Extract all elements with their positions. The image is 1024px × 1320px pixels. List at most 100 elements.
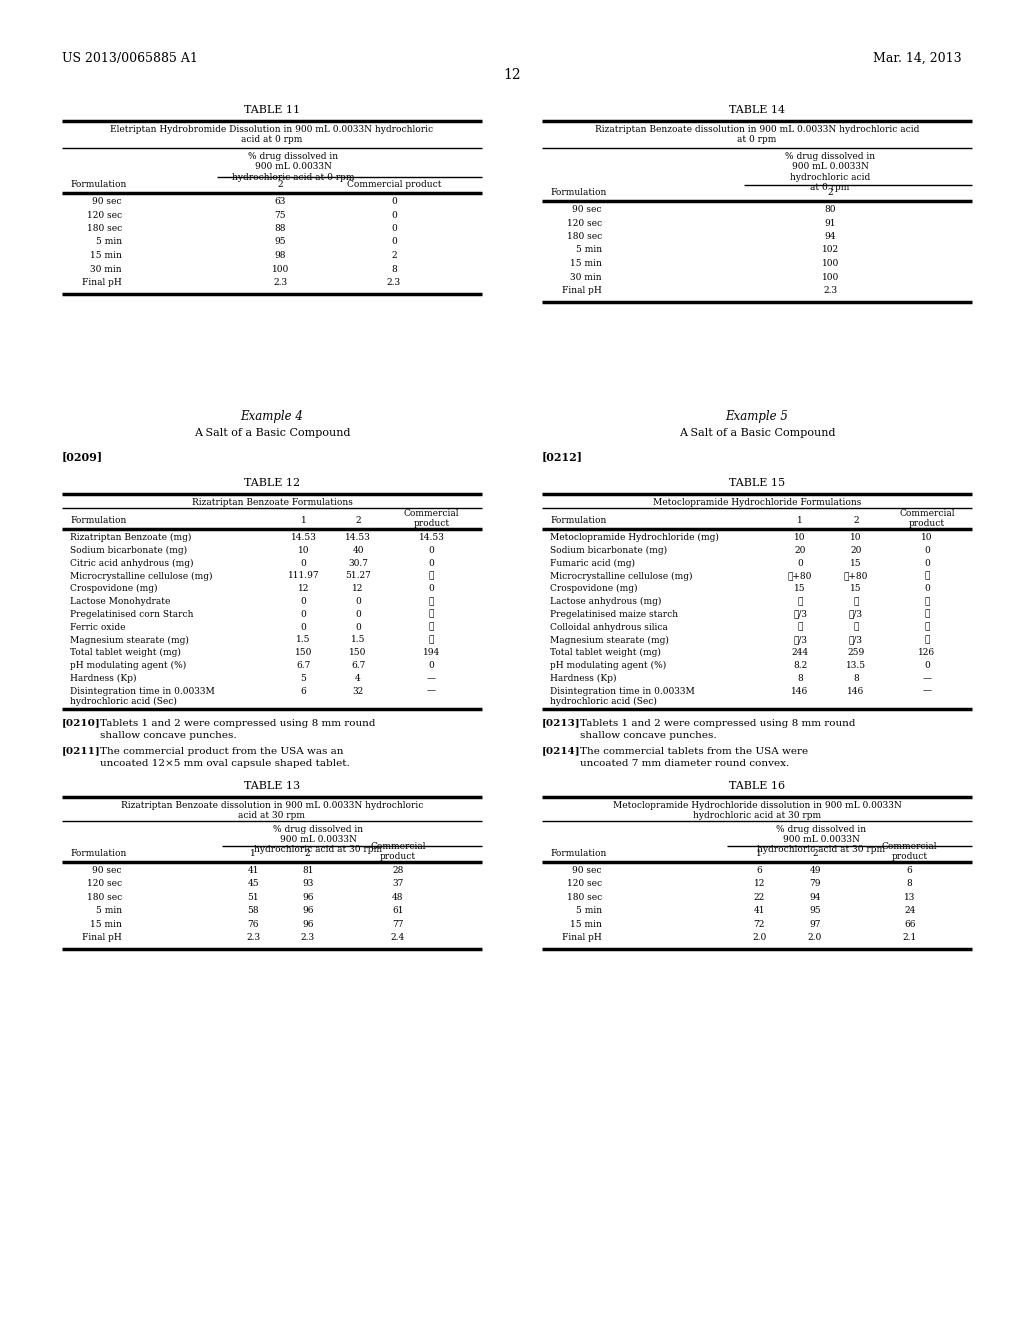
- Text: 10: 10: [850, 533, 861, 543]
- Text: Magnesium stearate (mg): Magnesium stearate (mg): [550, 635, 669, 644]
- Text: 6: 6: [301, 686, 306, 696]
- Text: 100: 100: [271, 264, 289, 273]
- Text: Final pH: Final pH: [82, 933, 122, 942]
- Text: Tablets 1 and 2 were compressed using 8 mm round: Tablets 1 and 2 were compressed using 8 …: [100, 718, 376, 727]
- Text: 6.7: 6.7: [296, 661, 310, 671]
- Text: shallow concave punches.: shallow concave punches.: [580, 730, 717, 739]
- Text: ✓/3: ✓/3: [793, 635, 807, 644]
- Text: Rizatriptan Benzoate dissolution in 900 mL 0.0033N hydrochloric acid
at 0 rpm: Rizatriptan Benzoate dissolution in 900 …: [595, 125, 920, 144]
- Text: 79: 79: [809, 879, 821, 888]
- Text: shallow concave punches.: shallow concave punches.: [100, 730, 237, 739]
- Text: Eletriptan Hydrobromide Dissolution in 900 mL 0.0033N hydrochloric
acid at 0 rpm: Eletriptan Hydrobromide Dissolution in 9…: [111, 125, 433, 144]
- Text: Formulation: Formulation: [550, 516, 606, 525]
- Text: 1.5: 1.5: [351, 635, 366, 644]
- Text: Rizatriptan Benzoate Formulations: Rizatriptan Benzoate Formulations: [191, 498, 352, 507]
- Text: —: —: [923, 686, 932, 696]
- Text: 30 min: 30 min: [570, 272, 602, 281]
- Text: 150: 150: [349, 648, 367, 657]
- Text: Total tablet weight (mg): Total tablet weight (mg): [70, 648, 181, 657]
- Text: 180 sec: 180 sec: [566, 892, 602, 902]
- Text: 63: 63: [274, 197, 286, 206]
- Text: ✓: ✓: [925, 635, 930, 644]
- Text: 2.3: 2.3: [273, 279, 288, 286]
- Text: 0: 0: [924, 585, 930, 593]
- Text: 81: 81: [302, 866, 313, 875]
- Text: ✓: ✓: [853, 597, 858, 606]
- Text: 146: 146: [792, 686, 809, 696]
- Text: Commercial
product: Commercial product: [371, 842, 426, 861]
- Text: % drug dissolved in
900 mL 0.0033N
hydrochloric acid at 30 rpm: % drug dissolved in 900 mL 0.0033N hydro…: [758, 825, 886, 854]
- Text: 2.1: 2.1: [902, 933, 916, 942]
- Text: 0: 0: [301, 610, 306, 619]
- Text: [0213]: [0213]: [542, 718, 581, 727]
- Text: 180 sec: 180 sec: [87, 224, 122, 234]
- Text: ✓: ✓: [429, 572, 434, 581]
- Text: 180 sec: 180 sec: [566, 232, 602, 242]
- Text: 72: 72: [754, 920, 765, 928]
- Text: Colloidal anhydrous silica: Colloidal anhydrous silica: [550, 623, 668, 631]
- Text: 15: 15: [850, 585, 862, 593]
- Text: The commercial product from the USA was an: The commercial product from the USA was …: [100, 747, 343, 755]
- Text: 8: 8: [797, 673, 803, 682]
- Text: 2.3: 2.3: [823, 286, 838, 294]
- Text: 180 sec: 180 sec: [87, 892, 122, 902]
- Text: 2: 2: [391, 251, 396, 260]
- Text: 5 min: 5 min: [96, 906, 122, 915]
- Text: 98: 98: [274, 251, 286, 260]
- Text: 77: 77: [392, 920, 403, 928]
- Text: Formulation: Formulation: [550, 187, 606, 197]
- Text: 94: 94: [809, 892, 821, 902]
- Text: Final pH: Final pH: [562, 286, 602, 294]
- Text: 10: 10: [298, 545, 309, 554]
- Text: 20: 20: [795, 545, 806, 554]
- Text: ✓: ✓: [925, 597, 930, 606]
- Text: ✓/3: ✓/3: [793, 610, 807, 619]
- Text: ✓: ✓: [798, 623, 803, 631]
- Text: 40: 40: [352, 545, 364, 554]
- Text: TABLE 13: TABLE 13: [244, 780, 300, 791]
- Text: Formulation: Formulation: [70, 849, 126, 858]
- Text: Commercial
product: Commercial product: [899, 510, 954, 528]
- Text: 13: 13: [904, 892, 915, 902]
- Text: 93: 93: [302, 879, 313, 888]
- Text: Rizatriptan Benzoate dissolution in 900 mL 0.0033N hydrochloric
acid at 30 rpm: Rizatriptan Benzoate dissolution in 900 …: [121, 801, 423, 820]
- Text: 75: 75: [274, 210, 287, 219]
- Text: —: —: [923, 673, 932, 682]
- Text: ✓+80: ✓+80: [787, 572, 812, 581]
- Text: 120 sec: 120 sec: [87, 210, 122, 219]
- Text: Fumaric acid (mg): Fumaric acid (mg): [550, 558, 635, 568]
- Text: ✓: ✓: [798, 597, 803, 606]
- Text: 14.53: 14.53: [345, 533, 371, 543]
- Text: Pregelatinised corn Starch: Pregelatinised corn Starch: [70, 610, 194, 619]
- Text: Microcrystalline cellulose (mg): Microcrystalline cellulose (mg): [550, 572, 692, 581]
- Text: 1: 1: [301, 516, 306, 525]
- Text: 1: 1: [250, 849, 256, 858]
- Text: Formulation: Formulation: [70, 516, 126, 525]
- Text: Final pH: Final pH: [562, 933, 602, 942]
- Text: 0: 0: [924, 558, 930, 568]
- Text: Rizatriptan Benzoate (mg): Rizatriptan Benzoate (mg): [70, 533, 191, 543]
- Text: 96: 96: [302, 892, 313, 902]
- Text: 94: 94: [824, 232, 836, 242]
- Text: % drug dissolved in
900 mL 0.0033N
hydrochloric acid
at 0 rpm: % drug dissolved in 900 mL 0.0033N hydro…: [785, 152, 876, 193]
- Text: 8: 8: [853, 673, 859, 682]
- Text: 15 min: 15 min: [570, 920, 602, 928]
- Text: pH modulating agent (%): pH modulating agent (%): [70, 661, 186, 671]
- Text: 12: 12: [503, 69, 521, 82]
- Text: 90 sec: 90 sec: [92, 197, 122, 206]
- Text: 6.7: 6.7: [351, 661, 366, 671]
- Text: pH modulating agent (%): pH modulating agent (%): [550, 661, 667, 671]
- Text: Mar. 14, 2013: Mar. 14, 2013: [873, 51, 962, 65]
- Text: Disintegration time in 0.0033M: Disintegration time in 0.0033M: [550, 686, 694, 696]
- Text: 14.53: 14.53: [419, 533, 444, 543]
- Text: 10: 10: [922, 533, 933, 543]
- Text: ✓: ✓: [925, 572, 930, 581]
- Text: —: —: [427, 686, 436, 696]
- Text: 2: 2: [812, 849, 818, 858]
- Text: 0: 0: [355, 623, 361, 631]
- Text: 2.3: 2.3: [301, 933, 314, 942]
- Text: Commercial
product: Commercial product: [882, 842, 937, 861]
- Text: Crospovidone (mg): Crospovidone (mg): [550, 585, 638, 593]
- Text: 0: 0: [429, 585, 434, 593]
- Text: 2: 2: [827, 187, 833, 197]
